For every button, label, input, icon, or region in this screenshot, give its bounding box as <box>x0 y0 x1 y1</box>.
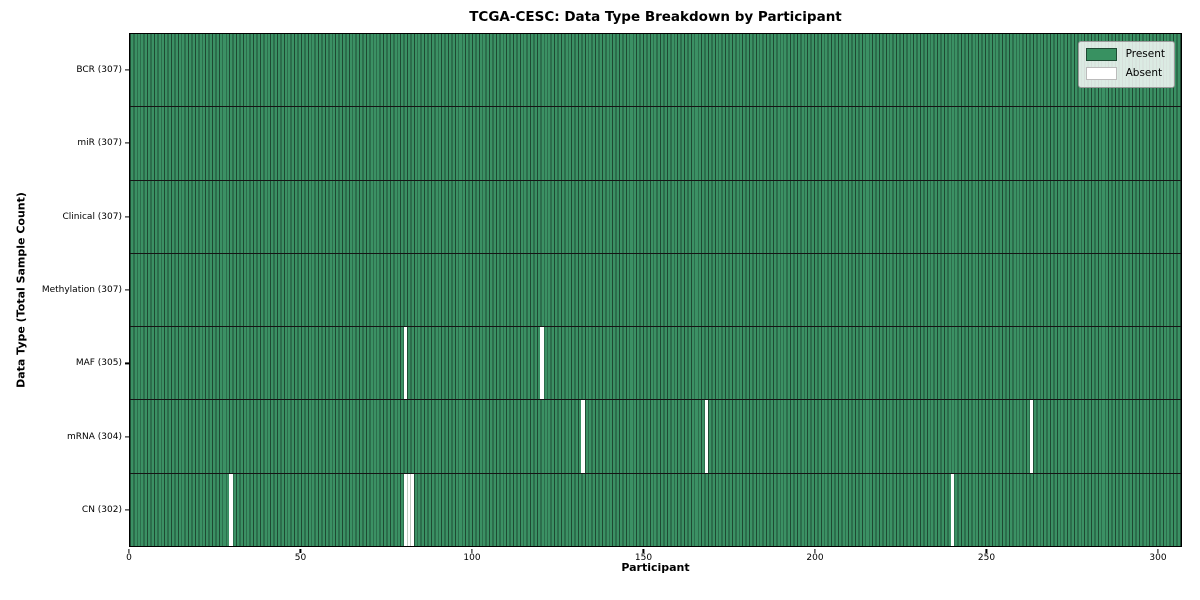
x-tick-mark <box>299 548 302 553</box>
y-tick-mark <box>125 289 129 291</box>
absent-cell <box>229 473 233 546</box>
absent-cell <box>407 473 411 546</box>
y-tick-label: MAF (305) <box>75 358 122 369</box>
legend-swatch-present <box>1085 48 1117 61</box>
x-tick-mark <box>128 548 130 553</box>
heatmap-row-mrna <box>130 400 1181 474</box>
y-tick-label: Clinical (307) <box>62 211 122 222</box>
x-tick-label: 0 <box>126 553 132 563</box>
heatmap-row-methylation <box>130 253 1181 328</box>
absent-cell <box>581 400 585 473</box>
plot-area: Present Absent <box>129 33 1182 547</box>
legend-entry-present: Present <box>1085 48 1165 61</box>
y-axis-ticks: BCR (307) miR (307) Clinical (307) Methylat… <box>0 33 129 547</box>
y-tick-mark <box>125 362 129 365</box>
x-tick-mark <box>642 548 645 553</box>
x-tick-label: 300 <box>1149 553 1167 563</box>
y-tick-mark <box>125 436 129 438</box>
y-tick-mark <box>125 509 129 511</box>
x-tick-label: 150 <box>634 553 653 563</box>
absent-cell <box>950 473 955 546</box>
absent-cell <box>403 473 408 546</box>
x-tick-label: 50 <box>294 553 307 563</box>
x-tick-mark <box>814 548 816 553</box>
absent-cell <box>540 327 544 400</box>
legend-swatch-absent <box>1085 67 1117 80</box>
x-tick-label: 100 <box>463 553 481 563</box>
y-tick-label: mRNA (304) <box>67 431 122 442</box>
y-tick-label: Methylation (307) <box>41 285 122 295</box>
x-tick-mark <box>1157 548 1159 553</box>
y-tick-mark <box>125 142 129 144</box>
heatmap-row-maf <box>130 327 1181 401</box>
legend-label-present: Present <box>1125 48 1165 60</box>
y-tick-label: BCR (307) <box>76 64 122 75</box>
legend: Present Absent <box>1077 41 1175 88</box>
x-tick-label: 250 <box>977 553 996 563</box>
chart-title: TCGA-CESC: Data Type Breakdown by Partic… <box>469 9 842 25</box>
y-tick-mark <box>125 215 129 218</box>
heatmap-row-clinical <box>130 180 1181 254</box>
y-tick-label: miR (307) <box>77 138 122 149</box>
absent-cell <box>704 400 708 473</box>
x-tick-mark <box>471 548 473 553</box>
absent-cell <box>410 473 414 546</box>
legend-label-absent: Absent <box>1125 67 1163 79</box>
heatmap-row-cn <box>130 473 1181 546</box>
heatmap <box>130 34 1181 546</box>
x-tick-label: 200 <box>806 553 824 563</box>
absent-cell <box>403 327 408 400</box>
x-axis-label: Participant <box>621 561 690 574</box>
absent-cell <box>1029 400 1033 473</box>
heatmap-row-mir <box>130 107 1181 181</box>
x-axis-ticks: 0 50 100 150 200 250 300 <box>126 547 1182 567</box>
y-tick-label: CN (302) <box>81 505 122 516</box>
y-tick-mark <box>125 69 129 71</box>
x-tick-mark <box>985 548 988 553</box>
legend-entry-absent: Absent <box>1085 67 1165 80</box>
heatmap-row-bcr <box>130 34 1181 108</box>
